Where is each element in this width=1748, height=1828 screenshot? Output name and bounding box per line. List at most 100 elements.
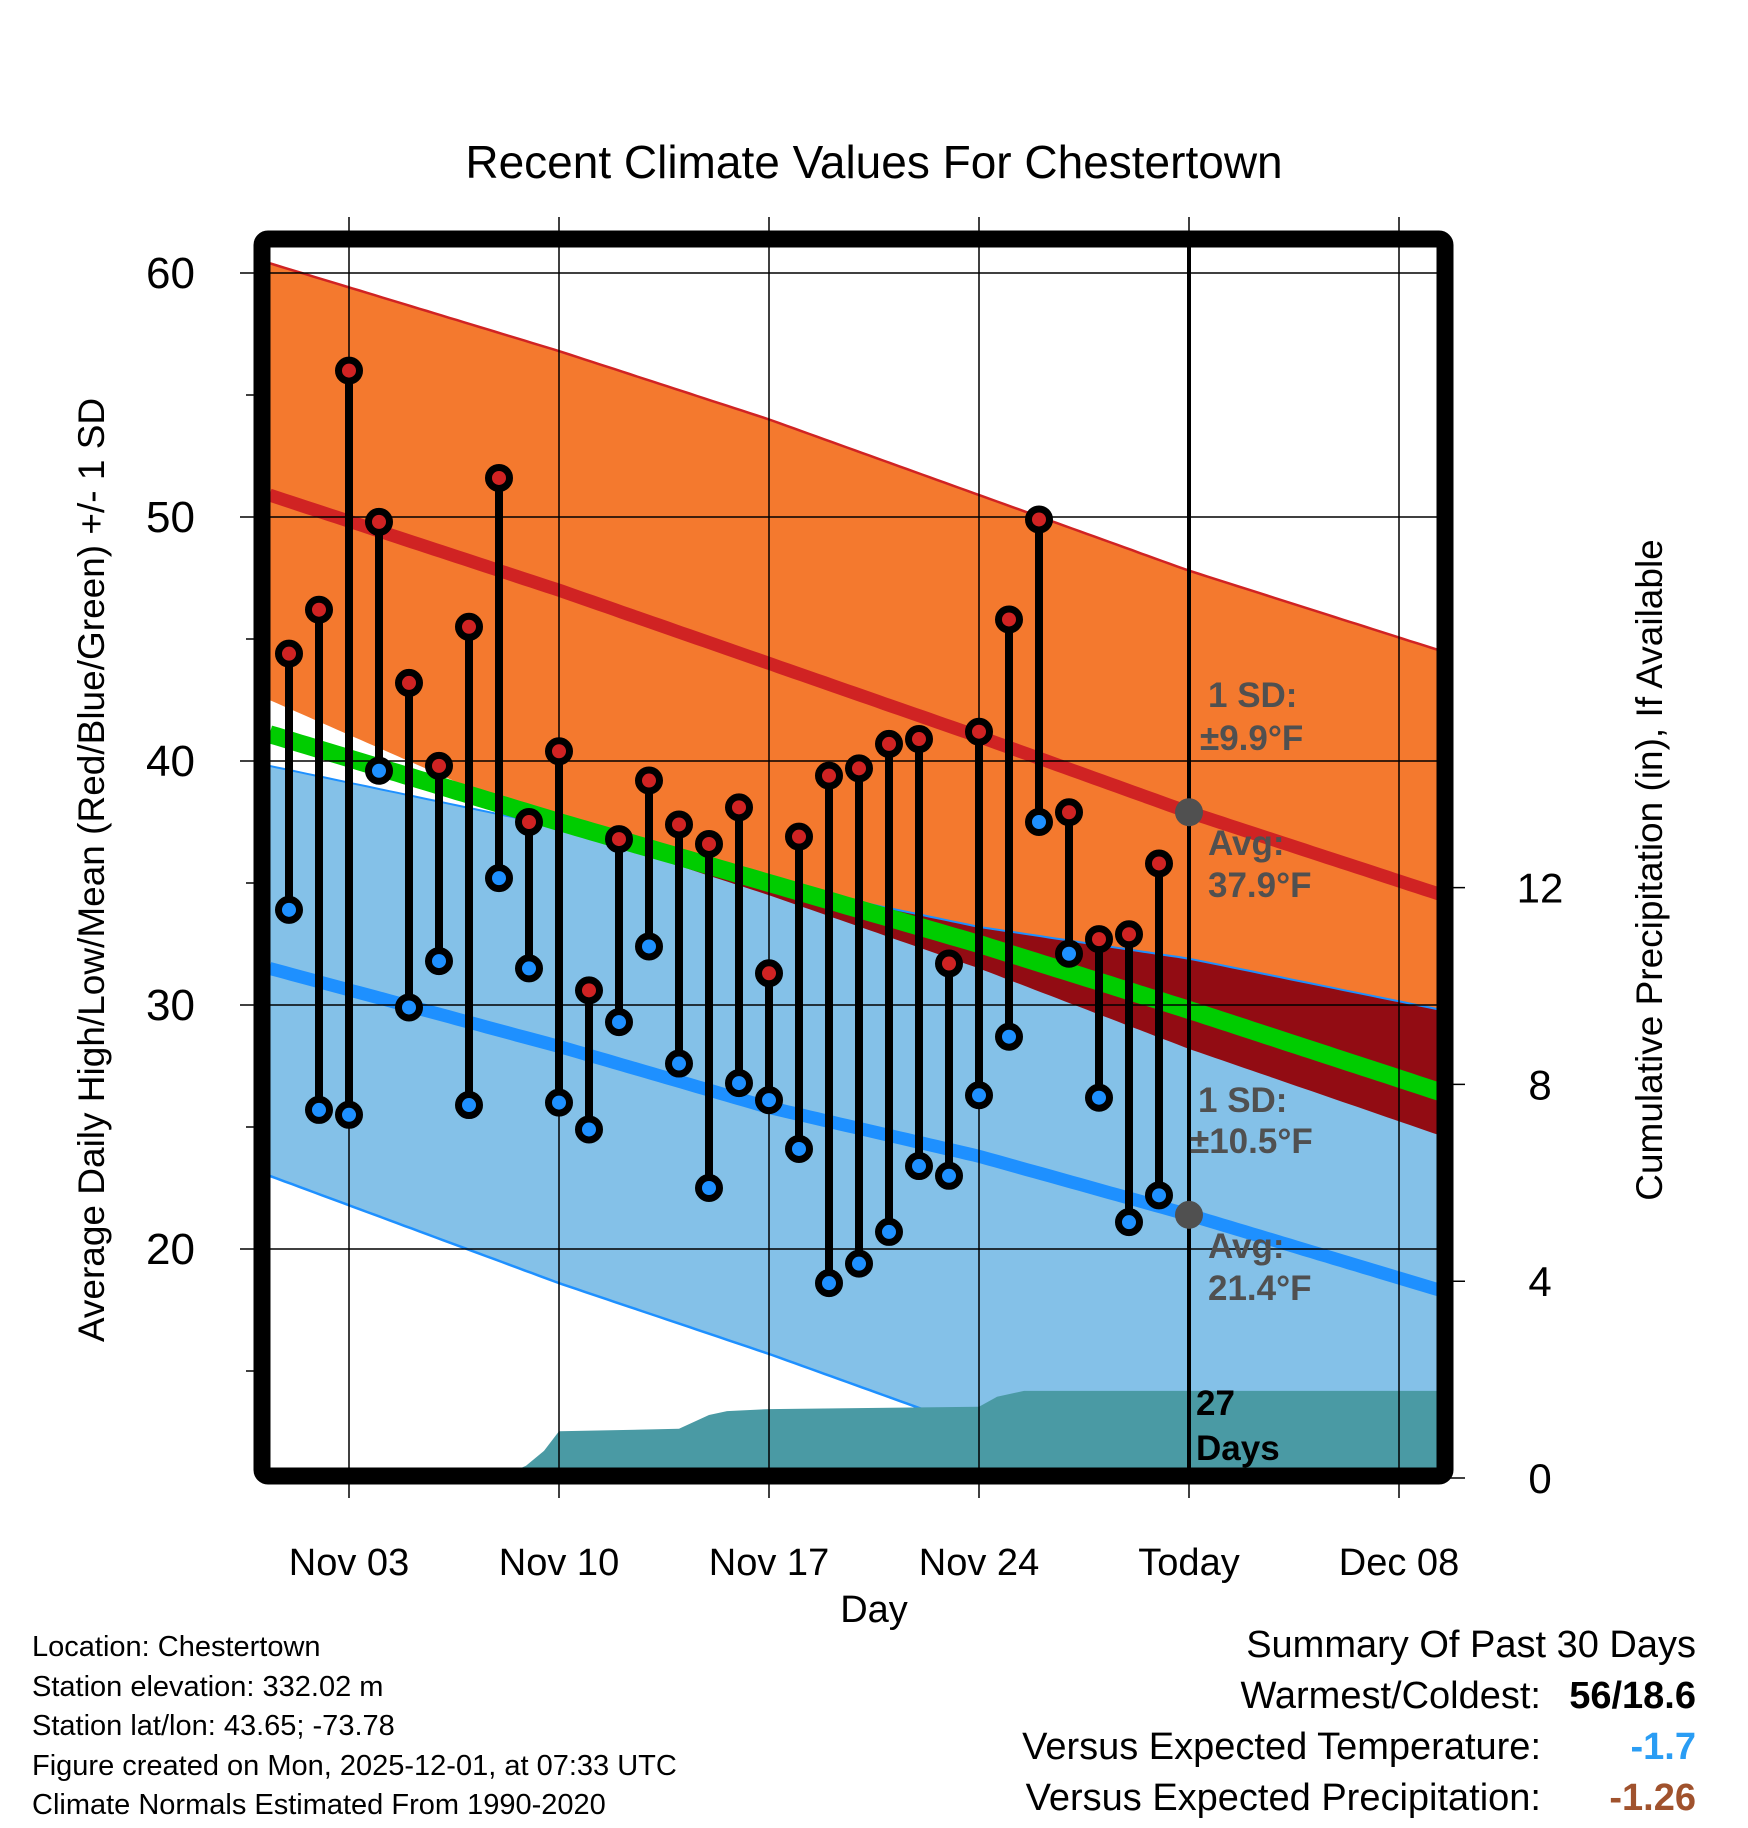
low-point <box>305 1095 333 1124</box>
low-point <box>755 1086 783 1115</box>
high-point <box>785 822 813 851</box>
precip-days-count: 27 <box>1196 1384 1235 1423</box>
low-point <box>485 864 513 893</box>
low-point <box>1055 939 1083 968</box>
high-point <box>995 605 1023 634</box>
high-point <box>1055 798 1083 827</box>
low-point <box>455 1091 483 1120</box>
low-point <box>725 1069 753 1098</box>
high-point <box>605 825 633 854</box>
low-point <box>995 1022 1023 1051</box>
summary-title: Summary Of Past 30 Days <box>1246 1624 1696 1666</box>
normals-text: Climate Normals Estimated From 1990-2020 <box>32 1789 606 1821</box>
summary-warm-cold: Warmest/Coldest: 56/18.6 <box>1022 1671 1696 1722</box>
low-point <box>605 1008 633 1037</box>
today-low-avg-marker <box>1175 1200 1203 1229</box>
low-avg-label: Avg: <box>1208 1227 1284 1266</box>
latlon-text: Station lat/lon: 43.65; -73.78 <box>32 1710 395 1742</box>
x-tick-label: Today <box>1138 1542 1239 1584</box>
high-point <box>395 668 423 697</box>
high-point <box>755 959 783 988</box>
low-point <box>335 1100 363 1129</box>
low-point <box>845 1249 873 1278</box>
high-point <box>1145 849 1173 878</box>
y-tick-label: 30 <box>146 981 195 1030</box>
low-point <box>425 947 453 976</box>
y-tick-label: 50 <box>146 493 195 542</box>
high-plus-sd-line <box>270 262 1437 651</box>
low-point <box>275 895 303 924</box>
high-point <box>875 729 903 758</box>
high-point <box>665 810 693 839</box>
precip-anomaly-value: -1.26 <box>1609 1777 1696 1819</box>
temp-anomaly-value: -1.7 <box>1630 1726 1696 1768</box>
high-point <box>515 808 543 836</box>
low-point <box>905 1152 933 1181</box>
low-point <box>695 1174 723 1202</box>
precip-area <box>270 1390 1437 1468</box>
high-point <box>1115 920 1143 949</box>
high-point <box>335 356 363 385</box>
high-avg-line <box>270 488 1437 901</box>
high-point <box>725 793 753 822</box>
low-avg-value: 21.4°F <box>1208 1269 1312 1308</box>
summary-precip: Versus Expected Precipitation: -1.26 <box>1022 1773 1696 1824</box>
x-tick-label: Dec 08 <box>1339 1542 1459 1584</box>
warm-cold-label: Warmest/Coldest: <box>1240 1675 1541 1717</box>
elevation-text: Station elevation: 332.02 m <box>32 1670 384 1703</box>
precip-days-word: Days <box>1196 1429 1280 1468</box>
low-point <box>965 1081 993 1110</box>
high-point <box>305 595 333 624</box>
high-point <box>425 751 453 780</box>
created-text: Figure created on Mon, 2025-12-01, at 07… <box>32 1749 677 1782</box>
y-axis-label: Average Daily High/Low/Mean (Red/Blue/Gr… <box>71 398 112 1342</box>
high-avg-label: Avg: <box>1208 824 1284 863</box>
high-point <box>695 829 723 858</box>
chart-title: Recent Climate Values For Chestertown <box>465 136 1282 188</box>
y2-axis-label: Cumulative Precipitation (in), If Availa… <box>1629 539 1670 1201</box>
low-point <box>365 756 393 785</box>
high-point <box>365 507 393 536</box>
low-sd-value: ±10.5°F <box>1190 1122 1313 1161</box>
overlap-band <box>270 700 1437 1135</box>
high-point <box>965 717 993 746</box>
low-point <box>545 1088 573 1117</box>
x-tick-label: Nov 03 <box>289 1542 409 1584</box>
location-text: Location: Chestertown <box>32 1631 321 1663</box>
plot-frame <box>253 230 1454 1485</box>
y2-tick-label: 0 <box>1528 1455 1551 1502</box>
high-point <box>815 761 843 790</box>
high-sd-value: ±9.9°F <box>1200 719 1303 758</box>
low-point <box>935 1161 963 1190</box>
high-point <box>545 737 573 766</box>
y-tick-label: 60 <box>146 249 195 298</box>
high-point <box>905 725 933 754</box>
low-point <box>665 1049 693 1078</box>
low-point <box>1145 1181 1173 1210</box>
y2-tick-label: 4 <box>1528 1258 1551 1305</box>
plot-area <box>240 217 1437 1498</box>
high-avg-value: 37.9°F <box>1208 866 1312 905</box>
x-tick-label: Nov 17 <box>709 1542 829 1584</box>
high-point <box>275 639 303 668</box>
low-point <box>575 1115 603 1144</box>
x-tick-label: Nov 10 <box>499 1542 619 1584</box>
y2-tick-label: 12 <box>1517 865 1564 912</box>
summary-temp: Versus Expected Temperature: -1.7 <box>1022 1722 1696 1773</box>
warm-cold-value: 56/18.6 <box>1569 1675 1696 1717</box>
low-point <box>1025 808 1053 836</box>
high-point <box>1025 505 1053 534</box>
high-point <box>845 754 873 783</box>
y2-tick-label: 8 <box>1528 1061 1551 1108</box>
summary-panel: Summary Of Past 30 Days Warmest/Coldest:… <box>1022 1620 1696 1824</box>
x-axis-label: Day <box>840 1589 908 1631</box>
low-point <box>815 1269 843 1298</box>
x-tick-label: Nov 24 <box>919 1542 1039 1584</box>
low-point <box>515 954 543 983</box>
low-point <box>875 1217 903 1246</box>
low-sd-label: 1 SD: <box>1198 1081 1287 1120</box>
plot-clipped <box>270 262 1437 1468</box>
low-point <box>1115 1208 1143 1237</box>
high-point <box>1085 925 1113 954</box>
